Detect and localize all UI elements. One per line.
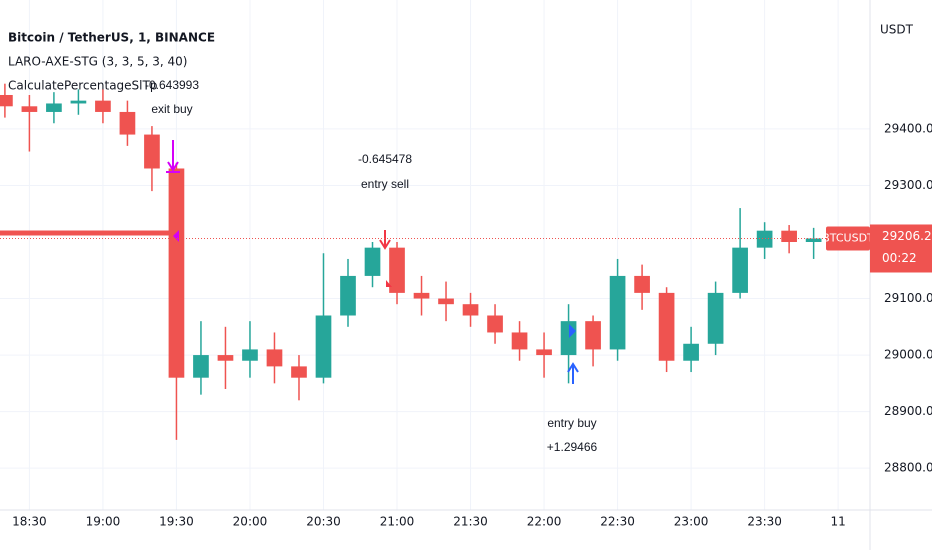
x-tick-label: 20:00 [233, 515, 268, 529]
candle-body [266, 349, 283, 367]
candle-body [683, 343, 699, 361]
candle-body [585, 321, 601, 350]
candle-body [413, 292, 430, 299]
y-tick-label: 28800.00 [884, 461, 932, 475]
indicator-label: LARO-AXE-STG (3, 3, 5, 3, 40) [8, 55, 187, 69]
candle-body [340, 275, 356, 316]
exit-arrow [166, 140, 180, 173]
candle-body [70, 100, 87, 104]
candle-body [217, 355, 234, 361]
x-tick-label: 23:00 [674, 515, 709, 529]
candle-body [462, 304, 479, 316]
x-tick-label: 23:30 [747, 515, 782, 529]
annotation: -0.645478 [358, 152, 412, 166]
x-tick-label: 21:00 [380, 515, 415, 529]
x-tick-label: 19:30 [159, 515, 194, 529]
axis-label: USDT [880, 23, 914, 37]
candle-body [658, 292, 675, 361]
candle-body [560, 321, 577, 356]
candle-body [193, 355, 209, 378]
candle-body [144, 134, 160, 169]
price-label: 29206.20 [882, 229, 932, 243]
candle-body [438, 298, 454, 305]
chart-title: Bitcoin / TetherUS, 1, BINANCE [8, 31, 215, 45]
candle-body [536, 349, 552, 356]
candle-body [291, 366, 307, 378]
candle-body [242, 349, 258, 361]
candle-body [707, 292, 724, 344]
y-tick-label: 29100.00 [884, 291, 932, 305]
symbol-tag [826, 226, 870, 251]
exit-marker [173, 230, 179, 242]
candle-body [119, 111, 136, 135]
candle-body [634, 275, 650, 293]
candle-body [168, 168, 185, 378]
symbol-label: BTCUSDT [822, 231, 874, 244]
x-tick-label: 18:30 [12, 515, 47, 529]
countdown-label: 00:22 [882, 251, 917, 265]
y-tick-label: 29300.00 [884, 178, 932, 192]
annotation: entry buy [547, 416, 596, 430]
candle-body [389, 247, 405, 293]
plot [0, 83, 822, 440]
candle-body [487, 315, 503, 333]
candle-body [732, 247, 748, 293]
annotation: +1.29466 [547, 440, 598, 454]
candle-body [0, 94, 13, 107]
candle-body [364, 247, 381, 276]
candle-body [315, 315, 332, 378]
candle-body [21, 106, 38, 112]
indicator-label: CalculatePercentageSlTp [8, 79, 157, 93]
buy-arrow [567, 362, 579, 384]
x-tick-label: 19:00 [86, 515, 121, 529]
candle-body [511, 332, 528, 350]
y-tick-label: 29000.00 [884, 348, 932, 362]
x-tick-label: 11 [831, 515, 846, 529]
annotation: exit buy [151, 102, 192, 116]
candle-body [46, 103, 62, 112]
x-tick-label: 21:30 [453, 515, 488, 529]
x-tick-label: 22:30 [600, 515, 635, 529]
annotation: entry sell [361, 177, 409, 191]
candle-body [805, 238, 822, 242]
x-tick-label: 22:00 [527, 515, 562, 529]
candle-body [95, 100, 111, 112]
price-tag [870, 224, 932, 273]
buy-marker [569, 324, 576, 338]
sell-marker [386, 280, 392, 287]
x-tick-label: 20:30 [306, 515, 341, 529]
annotation: -0.643993 [145, 78, 199, 92]
candle-body [781, 230, 797, 242]
candle-body [609, 275, 626, 350]
y-tick-label: 29400.00 [884, 121, 932, 135]
candle-body [756, 230, 773, 248]
y-tick-label: 28900.00 [884, 404, 932, 418]
